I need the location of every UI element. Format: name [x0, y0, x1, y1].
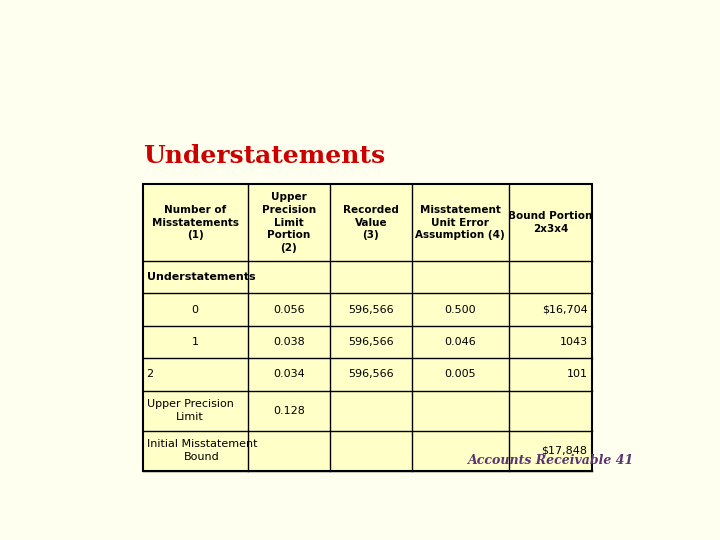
Text: 596,566: 596,566: [348, 337, 394, 347]
Text: 101: 101: [567, 369, 588, 379]
Text: 1043: 1043: [559, 337, 588, 347]
Text: 1: 1: [192, 337, 199, 347]
Text: 0.034: 0.034: [273, 369, 305, 379]
Text: 0.046: 0.046: [444, 337, 476, 347]
Text: Understatements: Understatements: [148, 272, 256, 282]
Text: 0.056: 0.056: [273, 305, 305, 315]
Text: 0.128: 0.128: [273, 406, 305, 416]
Text: Bound Portion
2x3x4: Bound Portion 2x3x4: [508, 211, 593, 234]
Text: 596,566: 596,566: [348, 305, 394, 315]
Text: Accounts Receivable 41: Accounts Receivable 41: [468, 454, 634, 467]
Text: 596,566: 596,566: [348, 369, 394, 379]
Text: 0.038: 0.038: [273, 337, 305, 347]
Text: $16,704: $16,704: [541, 305, 588, 315]
Text: $17,848: $17,848: [541, 446, 588, 456]
Text: Recorded
Value
(3): Recorded Value (3): [343, 205, 399, 240]
Bar: [143, 184, 593, 470]
Text: Initial Misstatement
Bound: Initial Misstatement Bound: [147, 440, 257, 462]
Bar: [143, 184, 593, 470]
Text: 2: 2: [147, 369, 153, 379]
Text: 0.005: 0.005: [444, 369, 476, 379]
Text: Misstatement
Unit Error
Assumption (4): Misstatement Unit Error Assumption (4): [415, 205, 505, 240]
Text: Upper Precision
Limit: Upper Precision Limit: [147, 400, 233, 422]
Text: Upper
Precision
Limit
Portion
(2): Upper Precision Limit Portion (2): [262, 192, 316, 253]
Text: Number of
Misstatements
(1): Number of Misstatements (1): [152, 205, 239, 240]
Text: 0.500: 0.500: [444, 305, 476, 315]
Text: Understatements: Understatements: [143, 144, 384, 167]
Text: 0: 0: [192, 305, 199, 315]
